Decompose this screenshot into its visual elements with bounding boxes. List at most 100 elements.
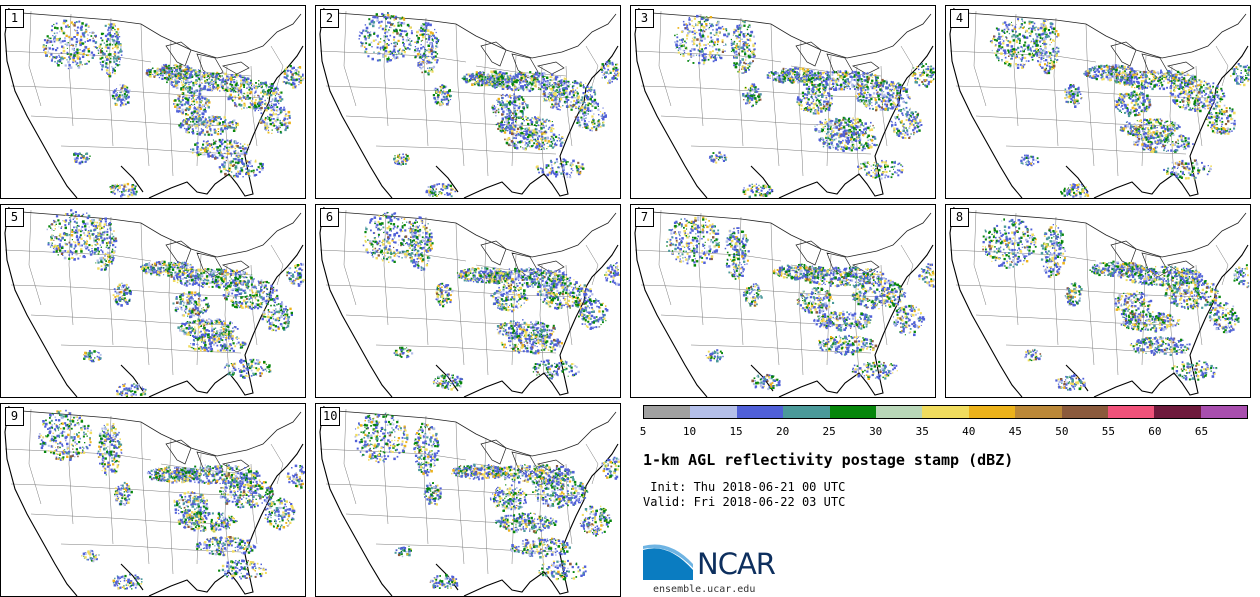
colorbar-segment — [829, 406, 876, 418]
ensemble-member-panel: 2 — [315, 5, 621, 199]
coastline — [319, 7, 619, 198]
reflectivity-map — [634, 206, 935, 397]
ensemble-member-panel: 3 — [630, 5, 936, 199]
colorbar-tick: 50 — [1055, 425, 1068, 438]
state-boundary — [1215, 45, 1229, 87]
colorbar-segment — [1200, 406, 1248, 418]
reflectivity-map — [634, 7, 935, 198]
state-boundary — [539, 264, 545, 376]
reflectivity-echoes — [989, 18, 1250, 198]
state-boundary — [68, 212, 74, 326]
state-boundary — [690, 145, 872, 155]
colorbar-tick: 25 — [823, 425, 836, 438]
reflectivity-map — [319, 206, 620, 397]
state-boundary — [1013, 212, 1019, 326]
ensemble-member-panel: 1 — [0, 5, 306, 199]
coastline — [319, 405, 619, 596]
ensemble-member-panel: 5 — [0, 204, 306, 398]
state-boundary — [10, 85, 264, 99]
state-boundary — [640, 85, 894, 99]
state-boundary — [319, 50, 467, 63]
colorbar-tick: 60 — [1148, 425, 1161, 438]
state-boundary — [455, 222, 465, 366]
state-boundary — [900, 45, 914, 87]
reflectivity-echoes — [358, 12, 620, 198]
ncar-logo-icon — [643, 540, 693, 580]
state-boundary — [10, 284, 264, 298]
colorbar-segment — [1061, 406, 1108, 418]
state-boundary — [1085, 222, 1095, 366]
state-boundary — [270, 443, 284, 485]
ensemble-member-panel: 4 — [945, 5, 1251, 199]
state-boundary — [1141, 254, 1147, 366]
reflectivity-echoes — [42, 19, 305, 198]
state-boundary — [168, 437, 174, 575]
state-boundary — [483, 238, 489, 376]
state-boundary — [955, 85, 1209, 99]
reflectivity-echoes — [674, 14, 935, 198]
member-number-label: 3 — [635, 9, 654, 28]
state-boundary — [475, 65, 567, 77]
colorbar-segment — [968, 406, 1016, 418]
state-boundary — [250, 65, 258, 147]
state-boundary — [140, 222, 150, 366]
member-number-label: 8 — [950, 208, 969, 227]
state-boundary — [28, 408, 42, 505]
state-boundary — [565, 463, 573, 545]
great-lakes-outline — [480, 439, 565, 477]
state-boundary — [658, 209, 672, 306]
national-border — [323, 11, 617, 59]
colorbar-segment — [1107, 406, 1155, 418]
state-boundary — [698, 212, 704, 326]
state-boundary — [319, 249, 467, 262]
colorbar-segment — [644, 406, 691, 418]
reflectivity-map — [4, 405, 305, 596]
ensemble-member-panel: 8 — [945, 204, 1251, 398]
state-boundary — [270, 244, 284, 286]
state-boundary — [949, 50, 1097, 63]
member-number-label: 1 — [5, 9, 24, 28]
product-title: 1-km AGL reflectivity postage stamp (dBZ… — [643, 451, 1013, 469]
member-number-label: 6 — [320, 208, 339, 227]
state-boundary — [1085, 23, 1095, 167]
state-boundary — [1005, 344, 1187, 354]
state-boundary — [798, 39, 804, 177]
reflectivity-echoes — [666, 216, 935, 391]
reflectivity-echoes — [46, 209, 305, 397]
state-boundary — [4, 448, 152, 461]
colorbar-segment — [922, 406, 969, 418]
coastline — [634, 7, 934, 198]
state-boundary — [140, 421, 150, 565]
reflectivity-map — [319, 7, 620, 198]
colorbar-segment — [690, 406, 737, 418]
reflectivity-map — [319, 405, 620, 596]
site-url: ensemble.ucar.edu — [653, 584, 755, 595]
state-boundary — [325, 284, 579, 298]
init-time: Init: Thu 2018-06-21 00 UTC — [643, 480, 845, 494]
coastline — [4, 7, 304, 198]
member-number-label: 4 — [950, 9, 969, 28]
state-boundary — [28, 209, 42, 306]
reflectivity-echoes — [38, 409, 305, 590]
ncar-logo-text: NCAR — [697, 548, 776, 580]
valid-time: Valid: Fri 2018-06-22 03 UTC — [643, 495, 845, 509]
state-boundary — [698, 13, 704, 127]
reflectivity-echoes — [362, 211, 620, 391]
state-boundary — [565, 264, 573, 346]
state-boundary — [68, 13, 74, 127]
colorbar-tick: 35 — [916, 425, 929, 438]
state-boundary — [1215, 244, 1229, 286]
state-boundary — [585, 45, 599, 87]
state-boundary — [483, 437, 489, 575]
member-number-label: 9 — [5, 407, 24, 426]
state-boundary — [60, 344, 242, 354]
national-border — [8, 210, 302, 258]
colorbar-tick: 55 — [1102, 425, 1115, 438]
state-boundary — [383, 212, 389, 326]
state-boundary — [1113, 39, 1119, 177]
ensemble-member-panel: 7 — [630, 204, 936, 398]
state-boundary — [423, 17, 429, 147]
state-boundary — [345, 513, 547, 525]
state-boundary — [1005, 145, 1187, 155]
state-boundary — [383, 411, 389, 525]
